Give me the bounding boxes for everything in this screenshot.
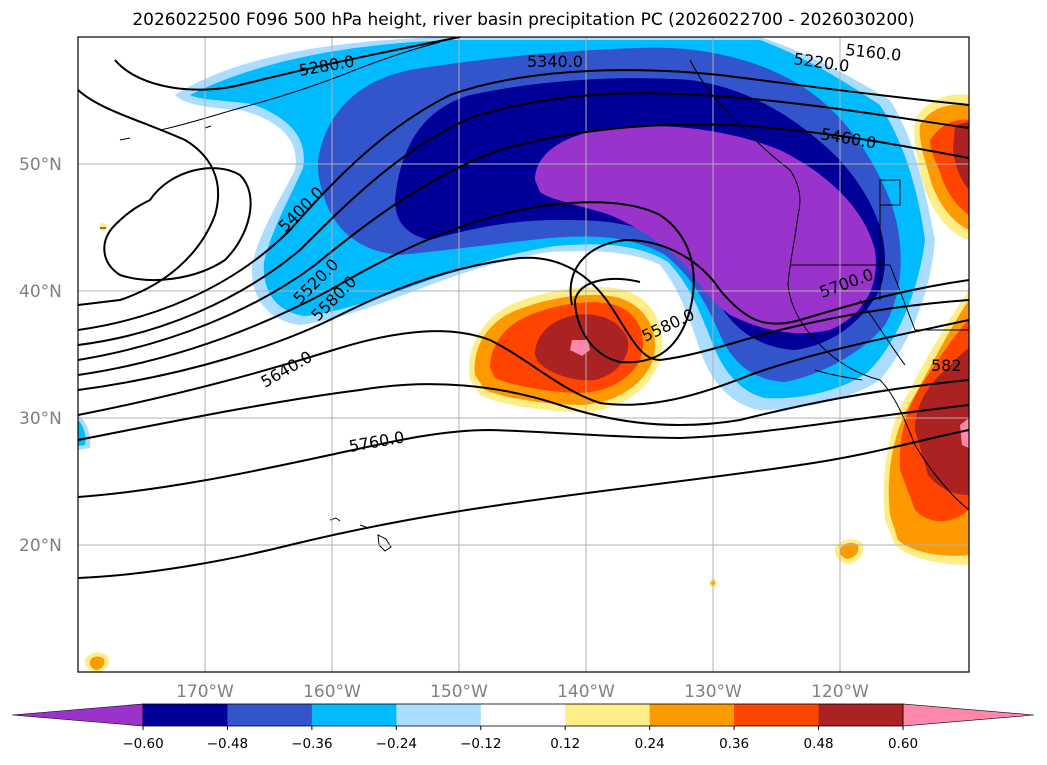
colorbar-outline	[142, 703, 904, 727]
contour-5340	[78, 69, 969, 331]
colorbar-segment	[396, 704, 482, 726]
lon-label-140w: 140°W	[557, 682, 615, 702]
lon-label-130w: 130°W	[684, 682, 742, 702]
contour-5280	[114, 37, 461, 91]
colorbar-tick-label: 0.24	[635, 736, 665, 752]
positive-tiny-spot-west	[99, 223, 107, 231]
state-border-1	[879, 179, 901, 206]
lat-label-40: 40°N	[19, 282, 62, 302]
colorbar-segment	[311, 704, 397, 726]
colorbar-tick-label: 0.60	[888, 736, 918, 752]
colorbar-segment	[480, 704, 566, 726]
colorbar-tick-label: 0.36	[719, 736, 749, 752]
positive-pink-spot	[570, 340, 590, 356]
colorbar-segment	[565, 704, 651, 726]
positive-small-blob-south-core	[839, 542, 859, 559]
colorbar-tick-label: −0.48	[207, 736, 248, 752]
contour-west-outer	[78, 89, 220, 306]
aleutian-islands	[100, 125, 212, 229]
colorbar-segment	[818, 704, 904, 726]
colorbar-segment	[734, 704, 820, 726]
contour-5700	[78, 379, 969, 441]
map-frame	[77, 36, 970, 673]
contour-5460	[78, 123, 969, 361]
colorbar-tick-label: −0.36	[291, 736, 332, 752]
height-contours	[78, 37, 969, 579]
lon-labels: 170°W 160°W 150°W 140°W 130°W 120°W	[176, 682, 869, 702]
colorbar-extend-low	[11, 703, 144, 727]
lat-label-30: 30°N	[19, 409, 62, 429]
lat-label-20: 20°N	[19, 536, 62, 556]
contour-5400	[78, 92, 969, 346]
contour-label-5340: 5340.0	[527, 52, 583, 71]
contour-5760	[78, 404, 969, 498]
anomaly-purple-region	[535, 126, 876, 334]
colorbar-tick-label: −0.12	[460, 736, 501, 752]
colorbar-extend-high	[902, 703, 1035, 727]
lon-label-150w: 150°W	[430, 682, 488, 702]
colorbar-segment	[227, 704, 313, 726]
north-america-coast	[689, 59, 969, 511]
colorbar: −0.60 −0.48 −0.36 −0.24 −0.12 0.12 0.24 0.36 0.4…	[11, 703, 1035, 752]
colorbar-segment	[143, 704, 228, 726]
positive-southeast-pink	[960, 418, 969, 448]
alaska-coast	[159, 41, 441, 131]
colorbar-tick-label: 0.48	[804, 736, 834, 752]
contour-5520	[78, 201, 695, 376]
lat-labels: 20°N 30°N 40°N 50°N	[19, 155, 62, 556]
contour-label-5820: 582	[931, 356, 962, 375]
california-nevada-border	[859, 299, 906, 366]
colorbar-tick-label: −0.60	[122, 736, 163, 752]
contour-5580	[78, 256, 969, 391]
graticule	[78, 37, 969, 672]
map-title: 2026022500 F096 500 hPa height, river ba…	[132, 10, 915, 30]
contour-5580-loop	[569, 238, 969, 325]
colorbar-tick-label: 0.12	[550, 736, 580, 752]
lon-label-160w: 160°W	[303, 682, 361, 702]
contour-5820	[78, 429, 969, 579]
colorbar-tick-label: −0.24	[376, 736, 417, 752]
lat-label-50: 50°N	[19, 155, 62, 175]
colorbar-segment	[649, 704, 735, 726]
lon-label-170w: 170°W	[176, 682, 234, 702]
lon-label-120w: 120°W	[811, 682, 869, 702]
positive-small-blob-sw-core	[89, 656, 105, 670]
contour-closed-low-west	[103, 167, 252, 281]
contour-5640	[78, 319, 969, 416]
positive-southeast-darkred	[915, 348, 969, 495]
